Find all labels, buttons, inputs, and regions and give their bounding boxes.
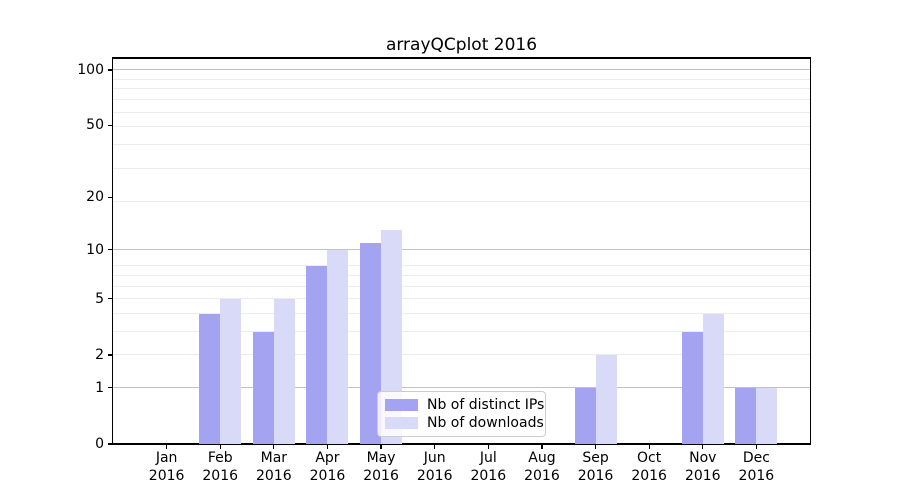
bar <box>574 387 596 444</box>
x-tick-label: Oct 2016 <box>631 450 667 484</box>
y-tick-label: 20 <box>86 189 104 206</box>
gridline-minor <box>113 298 810 300</box>
bar <box>595 354 617 444</box>
y-tick-mark <box>107 354 113 356</box>
axis-spine-right <box>809 57 811 445</box>
x-tick-mark <box>219 444 221 449</box>
x-tick-label: Aug 2016 <box>524 450 560 484</box>
legend-swatch-distinct-ips <box>385 399 418 411</box>
x-tick-mark <box>166 444 168 449</box>
y-tick-label: 5 <box>95 290 104 307</box>
axis-spine-top <box>112 57 811 59</box>
y-tick-mark <box>107 443 113 445</box>
gridline-minor <box>113 331 810 333</box>
x-tick-label: Apr 2016 <box>309 450 346 484</box>
y-tick-label: 1 <box>95 379 104 396</box>
y-tick-label: 50 <box>86 117 104 134</box>
legend-label-downloads: Nb of downloads <box>427 415 544 431</box>
y-tick-mark <box>107 249 113 251</box>
legend: Nb of distinct IPs Nb of downloads <box>377 391 546 437</box>
legend-item-downloads: Nb of downloads <box>385 415 544 431</box>
gridline-minor <box>113 167 810 169</box>
gridline-minor <box>113 126 810 128</box>
bar <box>252 331 274 444</box>
gridline-minor <box>113 88 810 90</box>
bar <box>735 387 757 444</box>
y-tick-mark <box>107 196 113 198</box>
x-tick-mark <box>541 444 543 449</box>
bar <box>756 387 778 444</box>
gridline-major <box>113 69 810 71</box>
bar <box>327 249 349 444</box>
gridline-major <box>113 249 810 251</box>
legend-item-distinct-ips: Nb of distinct IPs <box>385 397 544 413</box>
x-tick-mark <box>755 444 757 449</box>
gridline-minor <box>113 313 810 315</box>
gridline-major <box>113 387 810 389</box>
x-tick-label: Nov 2016 <box>684 450 721 484</box>
x-tick-mark <box>487 444 489 449</box>
legend-swatch-downloads <box>385 417 418 429</box>
gridline-minor <box>113 144 810 146</box>
gridline-minor <box>113 265 810 267</box>
x-tick-mark <box>594 444 597 449</box>
x-tick-mark <box>434 444 436 449</box>
x-tick-mark <box>648 444 650 449</box>
gridline-minor <box>113 111 810 113</box>
y-tick-label: 10 <box>86 241 104 258</box>
gridline-minor <box>113 99 810 101</box>
axis-spine-bottom <box>112 443 811 445</box>
bar <box>681 331 703 444</box>
x-tick-mark <box>326 444 329 449</box>
x-tick-label: Jan 2016 <box>148 450 185 484</box>
bar <box>381 230 403 444</box>
gridline-minor <box>113 354 810 356</box>
x-tick-label: Feb 2016 <box>202 450 239 484</box>
x-tick-label: Dec 2016 <box>738 450 775 484</box>
y-tick-label: 100 <box>77 61 104 78</box>
gridline-minor <box>113 274 810 276</box>
x-tick-mark <box>273 444 275 449</box>
gridline-minor <box>113 200 810 202</box>
y-tick-mark <box>107 69 113 71</box>
x-tick-label: Jul 2016 <box>470 450 507 484</box>
bar <box>360 242 382 444</box>
x-tick-mark <box>702 444 704 449</box>
bar <box>273 298 295 444</box>
gridline-minor <box>113 285 810 287</box>
y-tick-label: 2 <box>95 346 104 363</box>
bar <box>220 298 242 444</box>
y-tick-label: 0 <box>95 436 104 452</box>
legend-label-distinct-ips: Nb of distinct IPs <box>427 397 545 413</box>
x-tick-label: Mar 2016 <box>256 450 292 484</box>
y-tick-mark <box>107 124 113 126</box>
gridline-minor <box>113 78 810 80</box>
chart-title: arrayQCplot 2016 <box>385 35 538 55</box>
x-tick-label: May 2016 <box>363 450 399 484</box>
y-tick-mark <box>107 298 113 300</box>
axis-spine-left <box>112 57 114 445</box>
x-tick-label: Sep 2016 <box>577 450 614 484</box>
bar <box>306 265 328 444</box>
y-tick-mark <box>107 387 113 389</box>
x-tick-mark <box>380 444 382 449</box>
bar <box>702 313 724 444</box>
bar <box>199 313 221 444</box>
x-tick-label: Jun 2016 <box>416 450 453 484</box>
plot-area <box>113 58 810 444</box>
